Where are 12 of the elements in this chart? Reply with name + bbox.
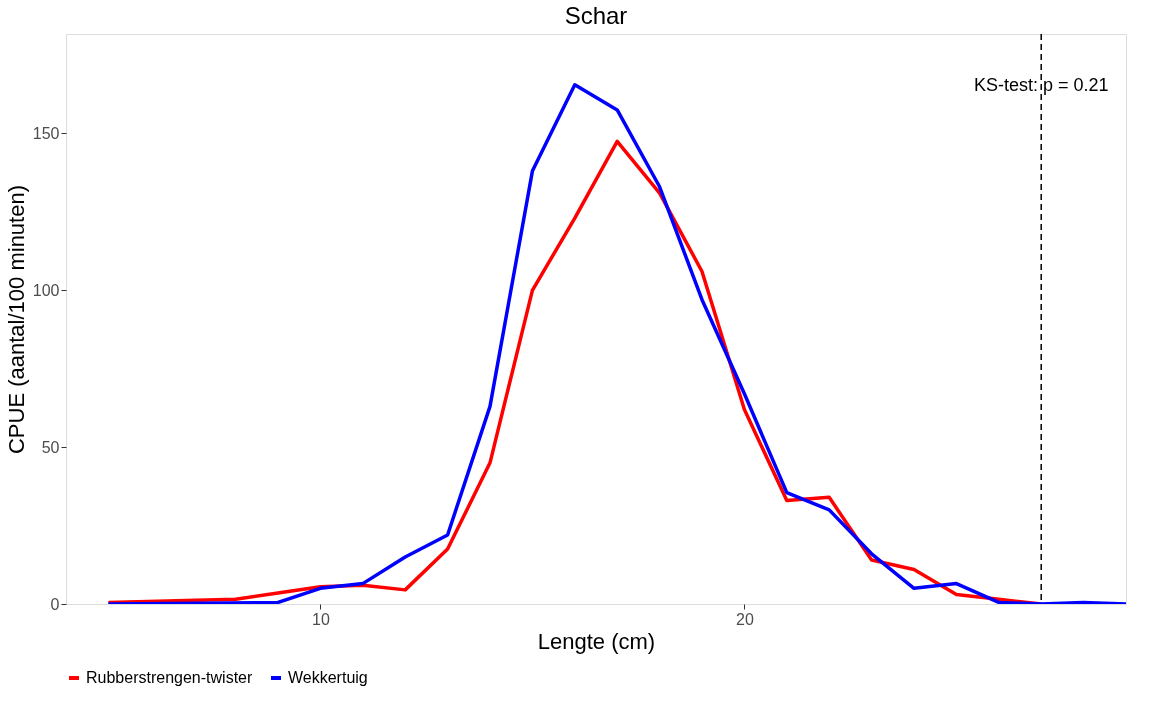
x-tick-label: 10 — [312, 610, 330, 628]
y-tick-label: 50 — [41, 438, 60, 456]
legend-label: Rubberstrengen-twister — [86, 669, 253, 686]
chart-title: Schar — [564, 2, 628, 30]
annotation: KS-test: p = 0.21 — [973, 75, 1109, 96]
y-tick-label: 0 — [50, 595, 60, 613]
y-tick-label: 150 — [32, 124, 60, 142]
x-axis-title: Lengte (cm) — [537, 628, 656, 654]
x-tick-label: 20 — [736, 610, 754, 628]
y-tick-label: 100 — [32, 281, 60, 299]
y-axis-title: CPUE (aantal/100 minuten) — [3, 184, 29, 455]
legend-label: Wekkertuig — [288, 669, 368, 686]
